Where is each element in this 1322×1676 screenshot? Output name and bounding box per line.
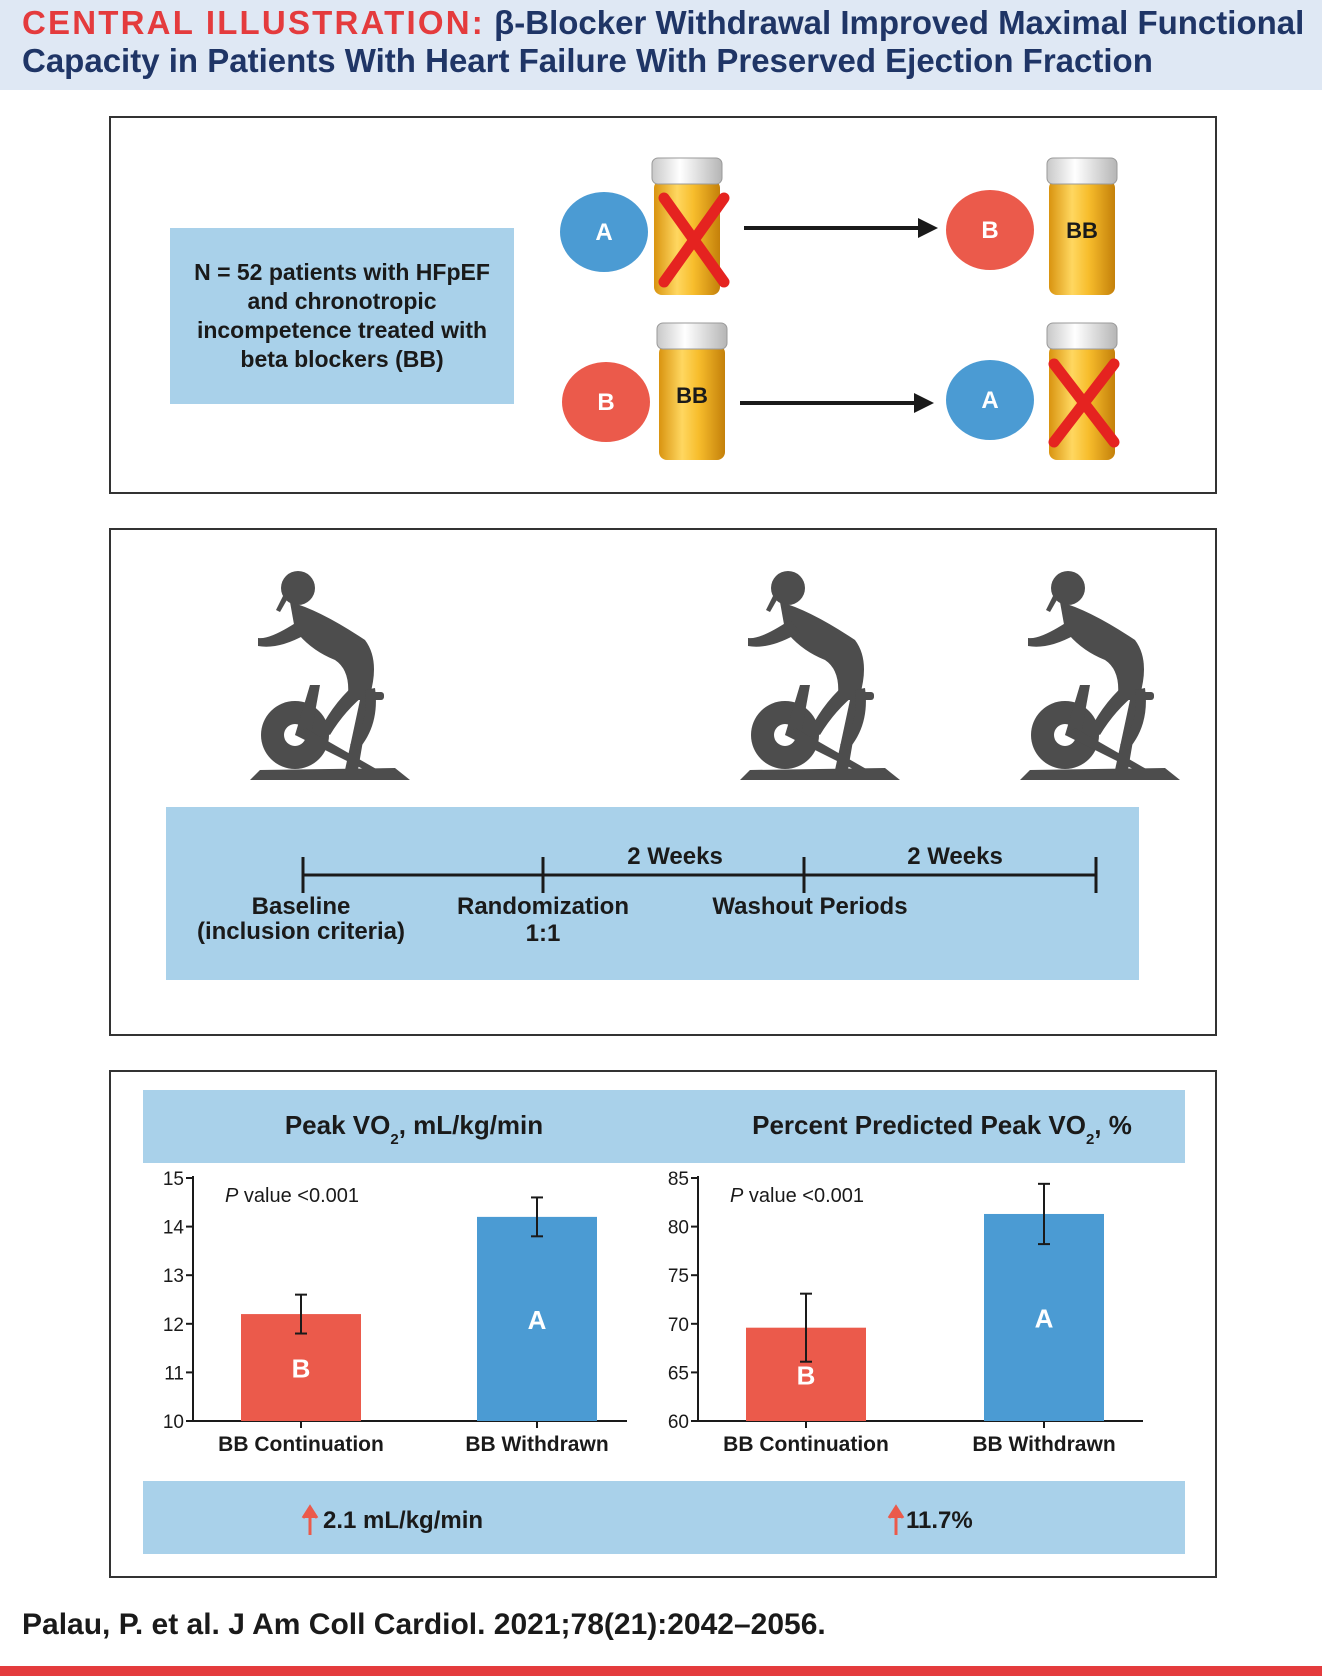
arm-a-badge <box>946 360 1034 440</box>
y-tick-label: 70 <box>668 1315 689 1336</box>
sequence-top: A B BB <box>560 157 1118 295</box>
population-text: N = 52 patients with HFpEF and chronotro… <box>194 259 490 372</box>
randomization-label: Randomization <box>457 893 629 920</box>
sequence-bottom: B BB A <box>562 322 1120 460</box>
p-value-annotation: P value <0.001 <box>225 1185 359 1207</box>
chart-header-band <box>143 1090 1185 1163</box>
crossover-sequences: A B BB B BB A <box>560 157 1120 460</box>
arm-b-label: B <box>597 389 614 416</box>
left-chart-header: Peak VO2, mL/kg/min <box>285 1110 543 1148</box>
citation: Palau, P. et al. J Am Coll Cardiol. 2021… <box>22 1608 826 1641</box>
arm-a-label: A <box>595 219 612 246</box>
y-tick-label: 85 <box>668 1169 689 1190</box>
timeline-box <box>166 807 1139 980</box>
y-tick-label: 75 <box>668 1266 689 1287</box>
washout-label: Washout Periods <box>712 893 907 920</box>
arm-a-badge <box>560 192 648 272</box>
pill-bottle-icon <box>656 322 728 460</box>
y-tick-label: 65 <box>668 1363 689 1384</box>
bottle-label: BB <box>676 383 708 408</box>
randomization-ratio: 1:1 <box>526 920 561 947</box>
y-tick-label: 10 <box>163 1412 184 1433</box>
arm-b-badge <box>946 190 1034 270</box>
right-chart-header: Percent Predicted Peak VO2, % <box>752 1110 1132 1148</box>
y-tick-label: 60 <box>668 1412 689 1433</box>
left-result: 2.1 mL/kg/min <box>301 1504 483 1535</box>
category-label: BB Withdrawn <box>972 1433 1115 1456</box>
percent-predicted-chart: 60 65 70 75 80 85 B BB Continuation A BB Withdraw… <box>668 1169 1143 1456</box>
y-tick-label: 80 <box>668 1218 689 1239</box>
y-tick-label: 13 <box>163 1266 184 1287</box>
left-result-text: 2.1 mL/kg/min <box>323 1507 483 1534</box>
bar <box>477 1216 597 1421</box>
bar-label: B <box>797 1360 816 1390</box>
category-label: BB Continuation <box>723 1433 889 1456</box>
bar-label: A <box>528 1305 547 1335</box>
population-box: N = 52 patients with HFpEF and chronotro… <box>170 228 514 404</box>
interval-2-label: 2 Weeks <box>907 843 1003 870</box>
illustration-label: CENTRAL ILLUSTRATION: <box>22 4 485 41</box>
interval-1-label: 2 Weeks <box>627 843 723 870</box>
bar-label: B <box>292 1354 311 1384</box>
illustration-header: CENTRAL ILLUSTRATION: β-Blocker Withdraw… <box>0 0 1322 90</box>
cross-icon <box>1048 358 1120 448</box>
baseline-sublabel: (inclusion criteria) <box>197 918 405 945</box>
pill-bottle-icon <box>1046 157 1118 295</box>
y-tick-label: 14 <box>163 1218 185 1239</box>
right-result-text: 11.7% <box>906 1507 973 1534</box>
arm-a-label: A <box>981 387 998 414</box>
peak-vo2-chart: 10 11 12 13 14 15 B BB Continuation A BB Withdraw… <box>163 1169 627 1456</box>
timeline: 2 Weeks 2 Weeks Baseline (inclusion crit… <box>197 843 1098 947</box>
category-label: BB Continuation <box>218 1433 384 1456</box>
p-value-annotation: P value <0.001 <box>730 1185 864 1207</box>
bar-label: A <box>1035 1303 1054 1333</box>
arm-b-badge <box>562 362 650 442</box>
arm-b-label: B <box>981 217 998 244</box>
bar <box>984 1213 1104 1421</box>
right-result: 11.7% <box>887 1504 973 1535</box>
arrow-up-icon <box>301 1504 319 1535</box>
category-label: BB Withdrawn <box>465 1433 608 1456</box>
cross-icon <box>658 192 730 288</box>
footer-rule <box>0 1666 1322 1676</box>
illustration-title: CENTRAL ILLUSTRATION: β-Blocker Withdraw… <box>22 4 1312 80</box>
arrow-up-icon <box>887 1504 905 1535</box>
baseline-label: Baseline <box>252 893 351 920</box>
bottle-label: BB <box>1066 218 1098 243</box>
y-tick-label: 11 <box>164 1363 184 1384</box>
y-tick-label: 15 <box>163 1169 184 1190</box>
y-tick-label: 12 <box>163 1315 184 1336</box>
illustration-title-text: β-Blocker Withdrawal Improved Maximal Fu… <box>22 4 1305 79</box>
